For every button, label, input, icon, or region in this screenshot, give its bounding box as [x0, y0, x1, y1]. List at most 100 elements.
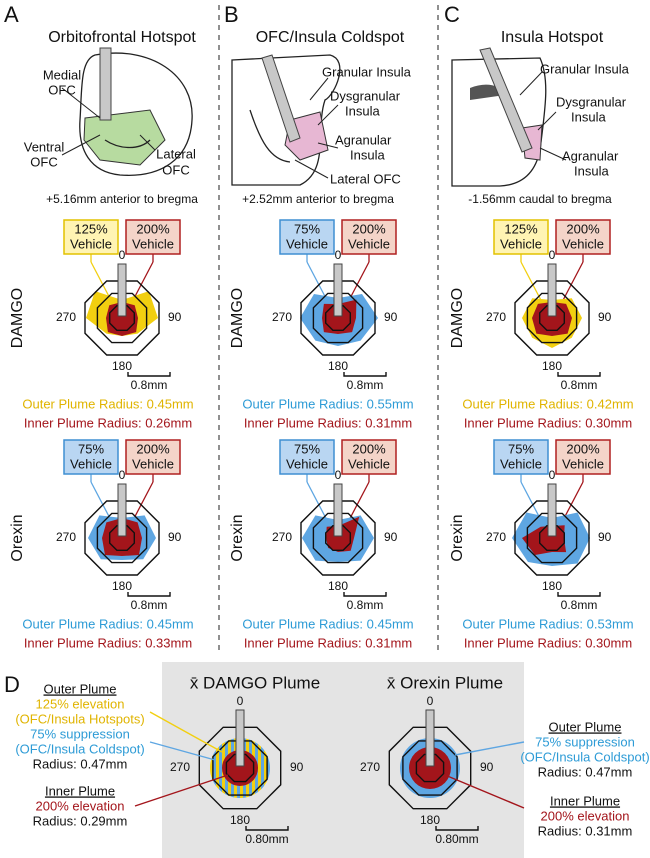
vehicle-box — [555, 439, 611, 475]
scale-label: 0.80mm — [435, 832, 478, 846]
probe — [117, 263, 127, 317]
leader-line — [454, 741, 525, 756]
scale-bar — [245, 826, 289, 831]
axis-label: 270 — [170, 760, 190, 774]
inner-radius: Inner Plume Radius: 0.33mm — [24, 635, 192, 650]
panel-title: OFC/Insula Coldspot — [256, 29, 405, 46]
drug-label: DAMGO — [9, 288, 26, 348]
annotation-heading: Outer Plume — [44, 681, 117, 696]
axis-label: 180 — [542, 359, 562, 373]
annotation-line: (OFC/Insula Coldspot) — [15, 741, 144, 756]
scale-bar — [435, 826, 479, 831]
inner-radius: Inner Plume Radius: 0.31mm — [244, 635, 412, 650]
annotation-heading: Outer Plume — [549, 719, 622, 734]
axis-label: 0 — [335, 468, 342, 482]
box-label: Vehicle — [500, 236, 542, 251]
box-label: Vehicle — [348, 456, 390, 471]
scale-label: 0.80mm — [245, 832, 288, 846]
leader-line — [444, 774, 525, 809]
annotation-line: (OFC/Insula Coldspot) — [520, 749, 649, 764]
annotation-heading: Inner Plume — [45, 783, 115, 798]
box-label: 125% — [504, 221, 538, 236]
brain-label: Agranular — [562, 148, 619, 163]
vehicle-box — [125, 439, 181, 475]
leader-line — [149, 711, 223, 753]
radar-ring — [108, 305, 136, 331]
drug-label: DAMGO — [449, 288, 466, 348]
scale-label: 0.8mm — [131, 378, 168, 392]
outer-radius: Outer Plume Radius: 0.45mm — [22, 396, 193, 411]
vehicle-box — [341, 439, 397, 475]
annotation-line: 125% elevation — [36, 696, 125, 711]
inner-plume — [409, 747, 451, 789]
panel-letter: A — [4, 2, 19, 27]
box-label: Vehicle — [132, 456, 174, 471]
annotation-radius: Radius: 0.47mm — [538, 764, 633, 779]
axis-label: 90 — [384, 530, 398, 544]
box-label: Vehicle — [500, 456, 542, 471]
radar-ring — [300, 280, 376, 356]
box-label: Vehicle — [70, 236, 112, 251]
probe — [235, 709, 245, 767]
axis-label: 0 — [335, 248, 342, 262]
leader-line — [134, 774, 229, 807]
axis-label: 90 — [168, 530, 182, 544]
radar-ring — [325, 525, 351, 551]
vehicle-box — [493, 219, 549, 255]
radar-ring — [312, 512, 364, 564]
radar-ring — [108, 525, 136, 551]
outer-radius: Outer Plume Radius: 0.45mm — [22, 616, 193, 631]
radar-ring — [225, 753, 255, 783]
axis-label: 90 — [384, 310, 398, 324]
axis-label: 0 — [119, 468, 126, 482]
annotation-line: 200% elevation — [36, 798, 125, 813]
axis-label: 90 — [598, 530, 612, 544]
axis-label: 0 — [427, 694, 434, 708]
inner-radius: Inner Plume Radius: 0.31mm — [244, 415, 412, 430]
annotation-line: 75% suppression — [30, 726, 130, 741]
scale-label: 0.8mm — [347, 378, 384, 392]
brain-label: OFC — [162, 162, 189, 177]
vehicle-box — [493, 439, 549, 475]
annotation-line: 75% suppression — [535, 734, 635, 749]
axis-label: 180 — [328, 579, 348, 593]
axis-label: 180 — [542, 579, 562, 593]
connector — [559, 261, 584, 307]
vehicle-box — [63, 219, 119, 255]
radar-ring — [96, 292, 148, 344]
radar-ring — [325, 305, 351, 331]
radar-ring — [402, 740, 458, 796]
axis-label: 180 — [328, 359, 348, 373]
panel-title: Orbitofrontal Hotspot — [48, 29, 196, 46]
drug-label: DAMGO — [229, 288, 246, 348]
box-label: 200% — [352, 441, 386, 456]
box-label: 200% — [566, 221, 600, 236]
axis-label: 0 — [549, 468, 556, 482]
radar-ring — [198, 726, 282, 810]
scale-label: 0.8mm — [561, 378, 598, 392]
axis-label: 180 — [230, 813, 250, 827]
radar-ring — [514, 500, 590, 576]
probe — [425, 709, 435, 767]
inner-radius: Inner Plume Radius: 0.30mm — [464, 415, 632, 430]
axis-label: 0 — [549, 248, 556, 262]
scale-label: 0.8mm — [561, 598, 598, 612]
brain-label: Insula — [574, 163, 609, 178]
brain-label: Medial — [43, 67, 81, 82]
inner-radius: Inner Plume Radius: 0.26mm — [24, 415, 192, 430]
radar-ring — [212, 740, 268, 796]
axis-label: 90 — [290, 760, 304, 774]
scale-bar — [127, 592, 171, 597]
drug-label: Orexin — [449, 514, 466, 561]
probe — [333, 483, 343, 537]
axis-label: 270 — [486, 530, 506, 544]
annotation-radius: Radius: 0.47mm — [33, 756, 128, 771]
axis-label: 90 — [598, 310, 612, 324]
annotation-line: (OFC/Insula Hotspots) — [15, 711, 144, 726]
axis-label: 90 — [480, 760, 494, 774]
radar-ring — [312, 292, 364, 344]
brain-section-a — [61, 47, 193, 176]
annotation-heading: Inner Plume — [550, 793, 620, 808]
brain-label: Dysgranular — [556, 94, 627, 109]
plot-title: x̄ Orexin Plume — [387, 673, 503, 692]
